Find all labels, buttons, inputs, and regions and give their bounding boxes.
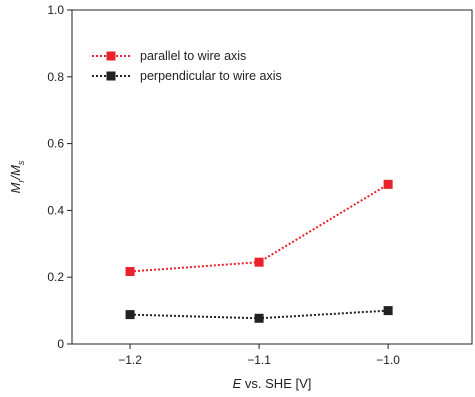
plot-frame <box>71 9 473 345</box>
y-tick-label: 0 <box>57 337 64 351</box>
data-point <box>254 313 264 323</box>
x-tick-label: −1.0 <box>376 353 400 367</box>
y-tick-label: 1.0 <box>47 3 64 17</box>
legend-marker <box>106 51 116 61</box>
x-tick-label: −1.2 <box>118 353 142 367</box>
data-point <box>125 310 135 320</box>
legend-label: perpendicular to wire axis <box>140 69 282 83</box>
y-tick-label: 0.6 <box>47 137 64 151</box>
x-axis-label-variable: E <box>233 376 242 391</box>
x-axis-label-text: vs. SHE [V] <box>241 376 311 391</box>
legend-marker <box>106 71 116 81</box>
data-point <box>383 179 393 189</box>
y-axis-label-subscript: r <box>16 179 26 183</box>
y-axis-label-subscript: s <box>16 160 26 165</box>
legend-label: parallel to wire axis <box>140 49 246 63</box>
y-axis-label: Mr/Ms <box>8 160 26 193</box>
y-tick-label: 0.2 <box>47 270 64 284</box>
y-tick-label: 0.4 <box>47 203 64 217</box>
y-axis: 0 0.2 0.4 0.6 0.8 1.0 <box>47 3 72 351</box>
x-axis: −1.2 −1.1 −1.0 <box>118 344 400 367</box>
series-layer <box>125 179 393 323</box>
legend: parallel to wire axis perpendicular to wi… <box>92 49 282 83</box>
y-tick-label: 0.8 <box>47 70 64 84</box>
y-axis-label-part: /M <box>8 165 23 181</box>
x-axis-label: E vs. SHE [V] <box>233 376 312 391</box>
x-tick-label: −1.1 <box>247 353 271 367</box>
data-point <box>254 257 264 267</box>
data-point <box>125 267 135 277</box>
data-point <box>383 306 393 316</box>
y-axis-label-part: M <box>8 182 23 193</box>
